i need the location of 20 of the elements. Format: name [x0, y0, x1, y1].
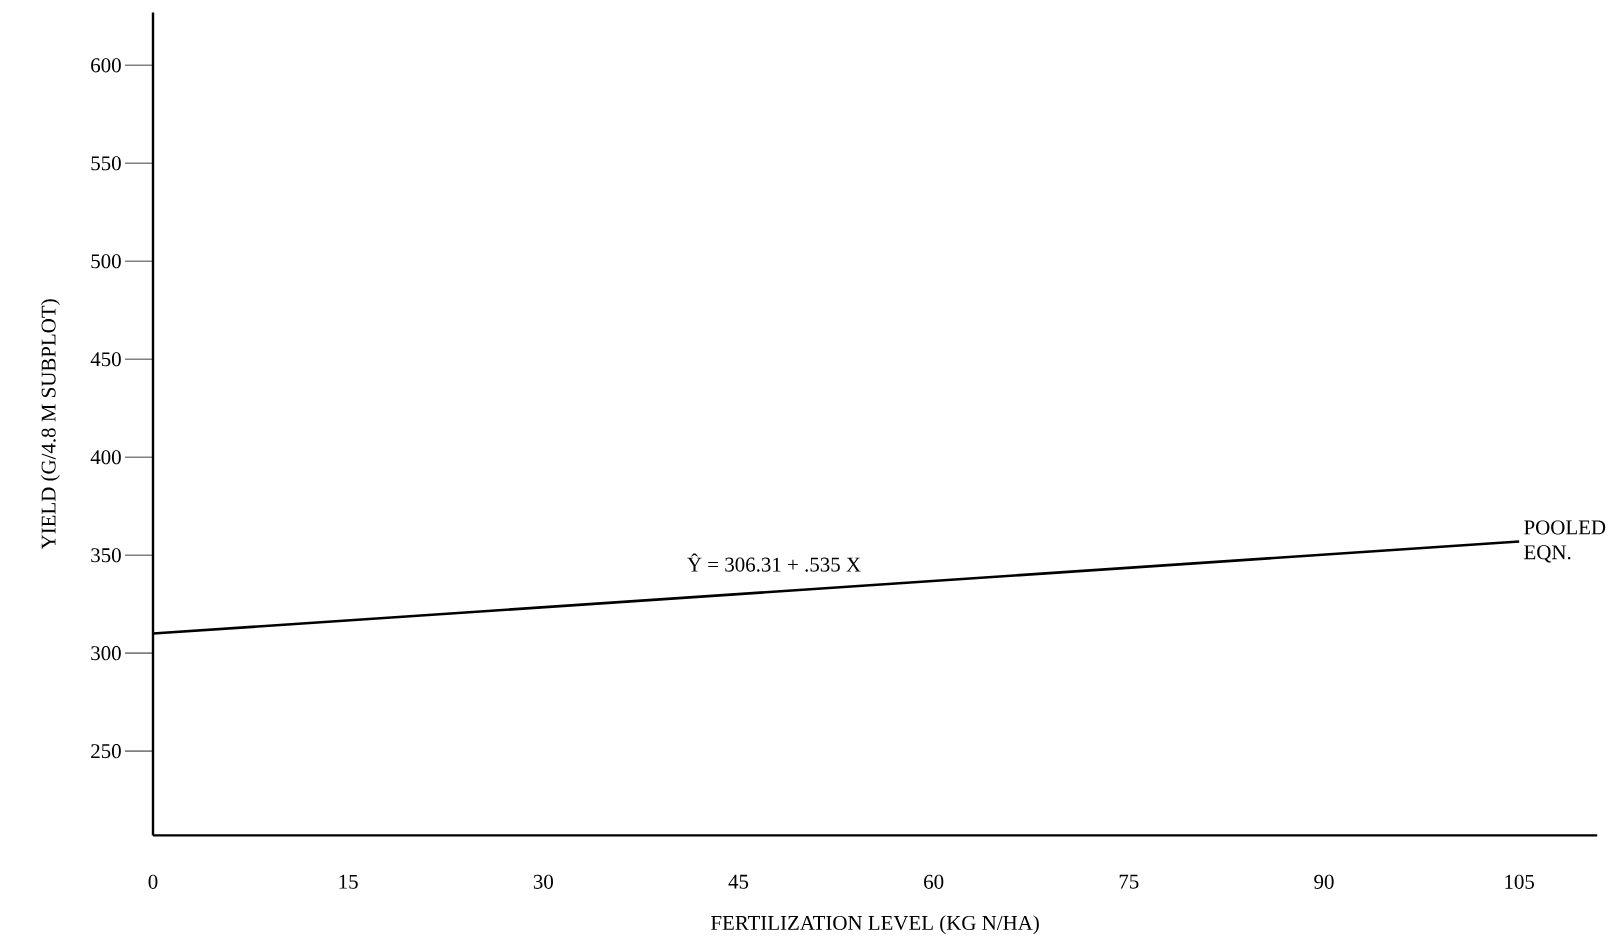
- y-tick-label: 400: [90, 450, 121, 465]
- y-tick-label: 500: [91, 254, 121, 269]
- y-tick-label: 600: [91, 58, 121, 73]
- x-tick-label: 60: [924, 874, 944, 889]
- annotation: POOLED EQN.: [1524, 520, 1606, 563]
- x-tick-label: 90: [1314, 874, 1334, 889]
- y-tick-label: 250: [91, 744, 121, 759]
- y-axis-title: YIELD (G/4.8 M SUBPLOT): [40, 299, 60, 550]
- x-tick-label: 45: [728, 874, 749, 889]
- x-tick-label: 15: [339, 874, 358, 889]
- annotation: Ŷ = 306.31 + .535 X: [687, 553, 861, 572]
- x-tick-label: 30: [533, 874, 553, 889]
- x-tick-label: 75: [1119, 874, 1139, 889]
- y-tick-label: 450: [90, 352, 121, 367]
- y-tick-label: 350: [91, 548, 121, 563]
- x-tick-label: 105: [1505, 874, 1535, 889]
- y-tick-label: 300: [91, 646, 121, 661]
- x-tick-label: 0: [148, 874, 158, 889]
- y-tick-label: 550: [91, 156, 121, 171]
- x-axis-title: FERTILIZATION LEVEL (KG N/HA): [711, 915, 1039, 935]
